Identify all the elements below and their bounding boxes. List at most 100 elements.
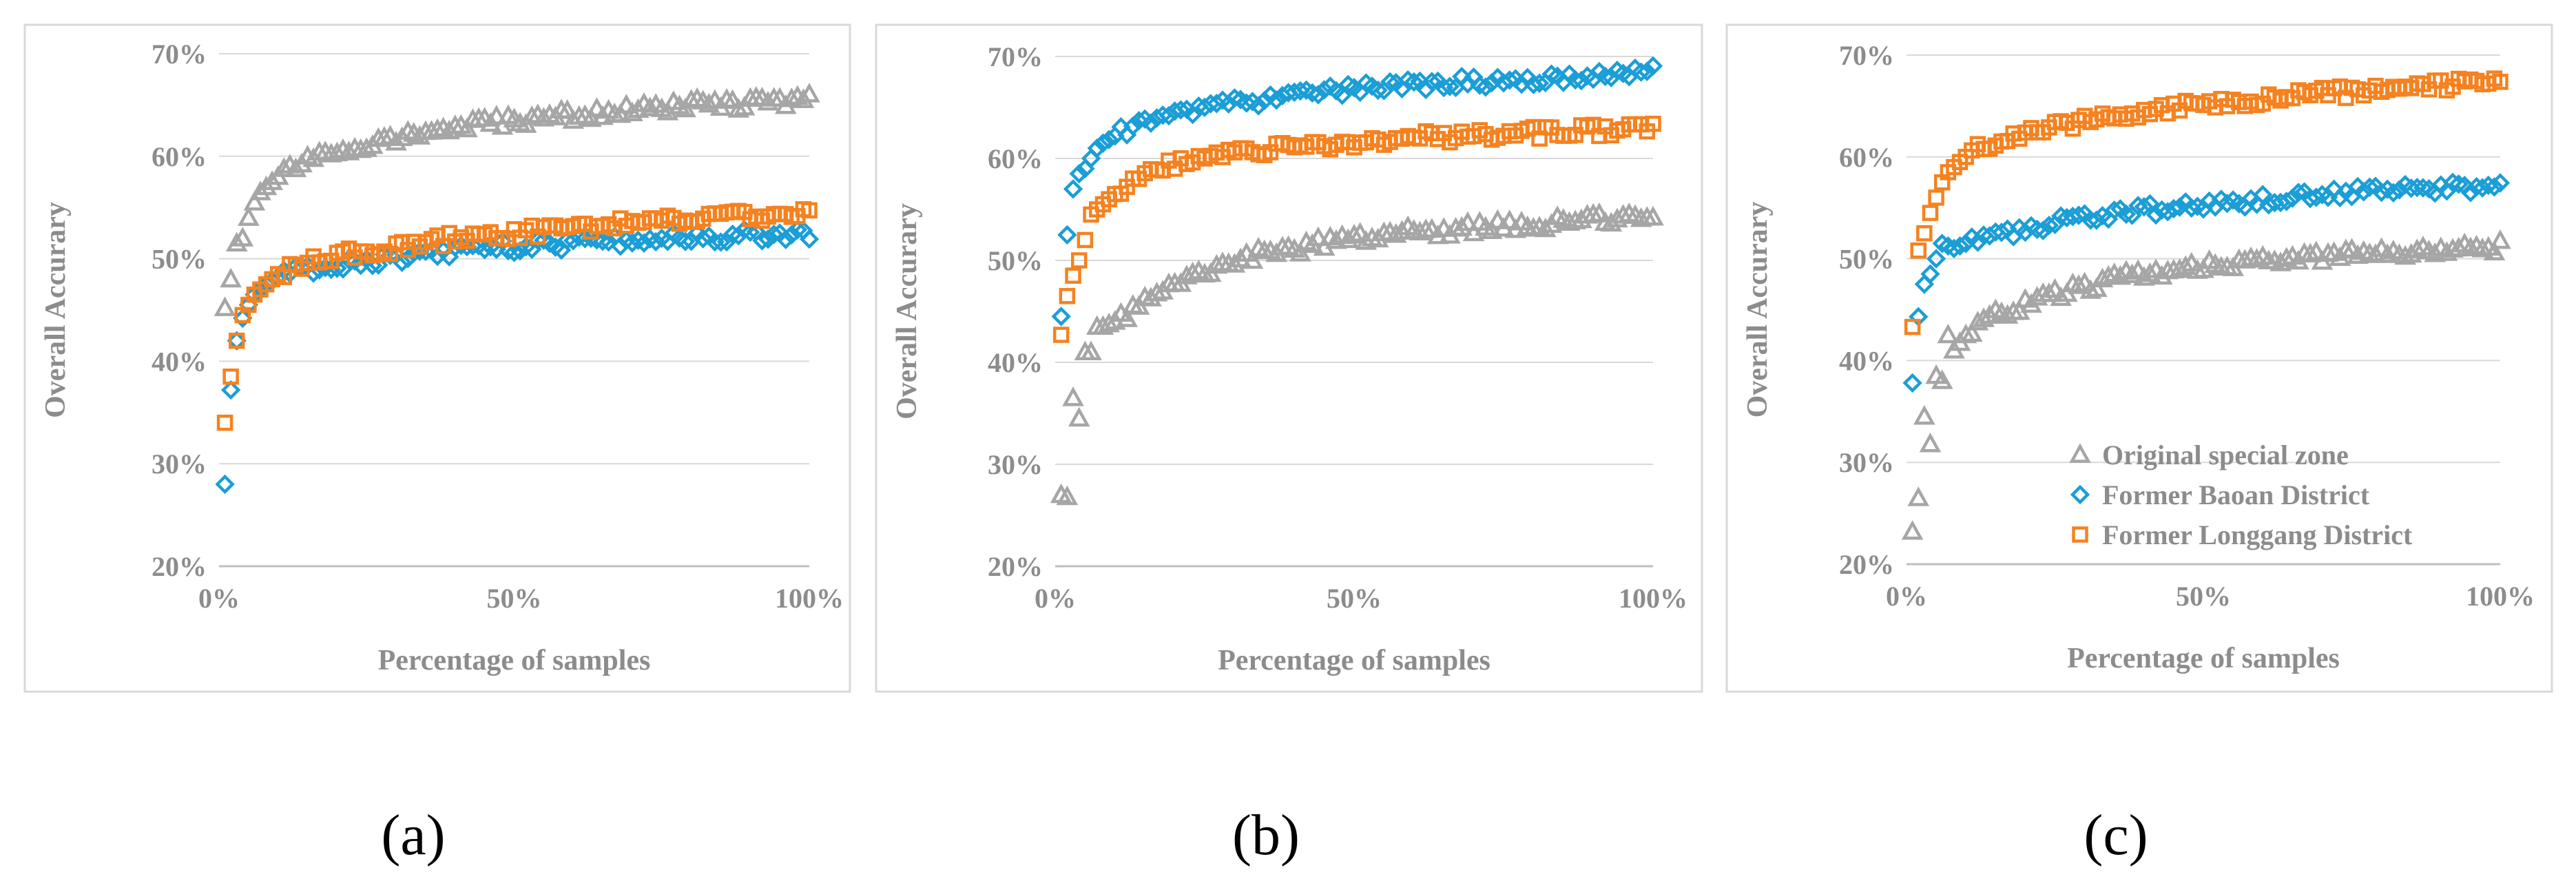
panel-b-point-triangle [1498,209,1521,229]
panel-a-point-triangle [580,107,602,127]
panel-a-point-triangle [680,89,703,109]
panel-c-point-triangle [2275,247,2298,267]
panel-a-point-triangle [621,101,643,122]
panel-b-point-triangle [1181,261,1204,282]
panel-b-gridlines [1055,56,1653,465]
panel-b-point-triangle [1451,216,1473,236]
panel-c-point-triangle [2234,249,2256,269]
panel-c-point-diamond [2283,188,2303,208]
panel-a-point-triangle [355,137,378,157]
panel-b-y-tick-label: 50% [988,245,1043,276]
panel-c-y-tick-label: 70% [1839,40,1894,71]
panel-c-series-baoan [1902,172,2511,393]
panel-b-point-diamond [1063,179,1083,199]
panel-b-point-triangle [1642,205,1664,226]
panel-c-point-diamond [2407,178,2427,198]
panel-c-x-ticks: 0% 50% 100% [1886,581,2535,612]
panel-b-point-diamond [1595,66,1615,87]
panel-c-point-triangle [2245,247,2268,268]
chart-panel-a: 20% 30% 40% 50% 60% 70% 0% 50% 100% Overall Acc… [23,23,851,867]
panel-c-point-triangle [2471,237,2493,258]
panel-b-point-diamond [1475,77,1496,97]
panel-c-point-diamond [2490,173,2511,193]
panel-c-point-square [2492,74,2509,90]
panel-c-point-diamond [2039,216,2059,236]
panel-a-point-triangle [243,191,266,211]
panel-c-point-triangle [1919,432,1942,453]
panel-b-point-triangle [1457,211,1479,231]
panel-b-y-tick-label: 40% [988,347,1043,378]
panel-b-point-triangle [1241,249,1264,269]
panel-c-point-triangle [2299,242,2321,263]
panel-b-x-ticks: 0% 50% 100% [1035,583,1687,614]
panel-b-point-diamond [1368,80,1388,101]
legend-item-baoan: Former Baoan District [2070,479,2370,510]
panel-c-series [1901,70,2511,540]
panel-a-point-triangle [284,157,307,178]
panel-a-point-diamond [693,229,713,249]
panel-b-point-triangle [1223,253,1246,273]
panel-a-series-original [214,83,820,316]
panel-c-point-triangle [1937,323,1960,344]
panel-b-y-tick-label: 70% [988,41,1043,72]
panel-c-point-diamond [2033,220,2053,240]
panel-b-point-triangle [1080,340,1102,361]
panel-a-point-triangle [249,180,271,200]
panel-a-point-triangle [780,87,803,107]
panel-c-x-tick-label: 100% [2466,581,2535,612]
panel-c-point-diamond [1902,373,1922,393]
panel-b-point-diamond [1141,113,1161,133]
panel-c-series-longgang [1904,70,2509,335]
panel-b-point-diamond [1457,74,1478,94]
panel-b-point-diamond [1236,93,1256,113]
panel-a-point-triangle [485,105,508,125]
panel-b-point-triangle [1480,219,1503,240]
panel-c-point-triangle [2305,240,2327,260]
panel-c-point-triangle [2489,229,2511,249]
panel-c-point-triangle [2447,236,2470,257]
panel-c-point-triangle [1960,322,1983,342]
panel-c-series-original [1901,229,2511,540]
panel-a-frame [23,23,851,693]
panel-a-caption: (a) [381,803,445,867]
panel-a-point-triangle [721,89,744,110]
panel-a-y-tick-label: 70% [152,39,207,70]
panel-b-point-diamond [1057,225,1077,245]
panel-b-point-triangle [1056,485,1079,506]
panel-a-point-triangle [326,141,349,162]
legend-diamond-icon [2070,484,2090,505]
panel-c-point-diamond [2288,183,2309,203]
panel-c-point-square [1928,189,1944,206]
panel-a-point-triangle [220,267,242,288]
panel-c-x-tick-label: 50% [2176,581,2231,612]
panel-c-y-ticks: 20% 30% 40% 50% 60% 70% [1839,40,1894,580]
panel-a-y-tick-label: 50% [152,244,207,275]
panel-b-point-triangle [1145,282,1168,302]
panel-a-point-triangle [231,227,254,247]
panel-a-y-tick-label: 40% [152,346,207,377]
panel-c-point-diamond [1950,236,1970,256]
panel-b-point-diamond [1051,307,1071,327]
panel-c-point-square [1922,205,1939,221]
panel-c-point-diamond [2449,174,2469,194]
panel-b-point-diamond [1637,61,1657,81]
panel-b-point-diamond [1069,164,1089,184]
panel-c-point-square [1916,225,1933,242]
panel-c-frame [1725,23,2553,693]
panel-b-point-triangle [1098,312,1120,333]
legend-label-baoan: Former Baoan District [2102,479,2370,510]
panel-a-y-axis-title: Overall Accurary [40,202,72,418]
panel-b-point-triangle [1349,222,1371,242]
panel-c-y-tick-label: 30% [1839,447,1894,478]
panel-b-point-diamond [1099,130,1119,149]
panel-c-y-tick-label: 20% [1839,549,1894,580]
panel-a-point-square [216,414,233,431]
panel-b-point-square [1070,252,1088,269]
panel-b-point-diamond [1159,105,1179,126]
panel-b-point-diamond [1308,85,1329,105]
panel-a-point-square [801,202,818,219]
panel-c-point-diamond [2413,178,2433,198]
panel-b-point-diamond [1404,72,1424,92]
panel-b-point-triangle [1307,226,1329,247]
